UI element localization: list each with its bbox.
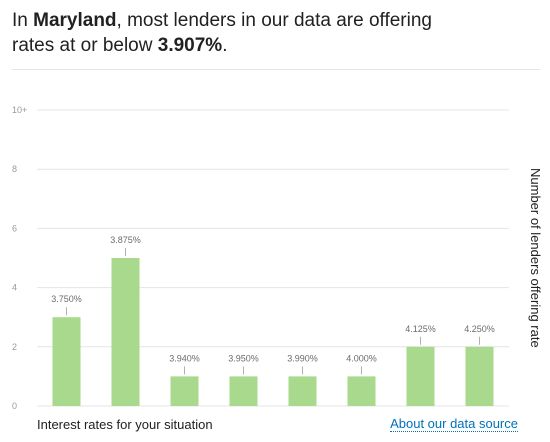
y-axis-label: Number of lenders offering rate xyxy=(528,168,543,348)
y-tick-label: 6 xyxy=(12,223,17,233)
bar-rate-label: 3.875% xyxy=(110,235,141,245)
x-axis-label: Interest rates for your situation xyxy=(37,417,213,432)
bar[interactable] xyxy=(406,346,435,406)
bar[interactable] xyxy=(347,376,376,406)
headline-middle: , most lenders in our data are offering … xyxy=(12,10,432,56)
bar-rate-label: 4.000% xyxy=(346,353,377,363)
bar-rate-label: 4.250% xyxy=(464,324,495,334)
headline-suffix: . xyxy=(222,35,228,56)
chart-bars: 3.750% 3.875% 3.940% 3.950% 3.990% 4.000% 4.12… xyxy=(51,235,495,406)
bar-rate-label: 4.125% xyxy=(405,324,436,334)
header-divider xyxy=(12,69,540,70)
y-tick-label: 0 xyxy=(12,401,17,411)
bar-rate-label: 3.950% xyxy=(228,353,259,363)
bar[interactable] xyxy=(229,376,258,406)
y-tick-label: 8 xyxy=(12,164,17,174)
about-data-source-link[interactable]: About our data source xyxy=(390,416,518,432)
bar[interactable] xyxy=(170,376,199,406)
page-headline: In Maryland, most lenders in our data ar… xyxy=(12,8,432,58)
bar[interactable] xyxy=(288,376,317,406)
bar-rate-label: 3.940% xyxy=(169,353,200,363)
y-tick-label: 2 xyxy=(12,342,17,352)
y-tick-label: 4 xyxy=(12,283,17,293)
bar[interactable] xyxy=(465,346,494,406)
bar-rate-label: 3.750% xyxy=(51,294,82,304)
headline-rate: 3.907% xyxy=(157,35,223,56)
headline-state: Maryland xyxy=(33,10,117,31)
y-tick-label: 10+ xyxy=(12,105,27,115)
headline-prefix: In xyxy=(12,10,34,31)
bar[interactable] xyxy=(111,258,140,406)
bar-rate-label: 3.990% xyxy=(287,353,318,363)
bar[interactable] xyxy=(52,317,81,406)
